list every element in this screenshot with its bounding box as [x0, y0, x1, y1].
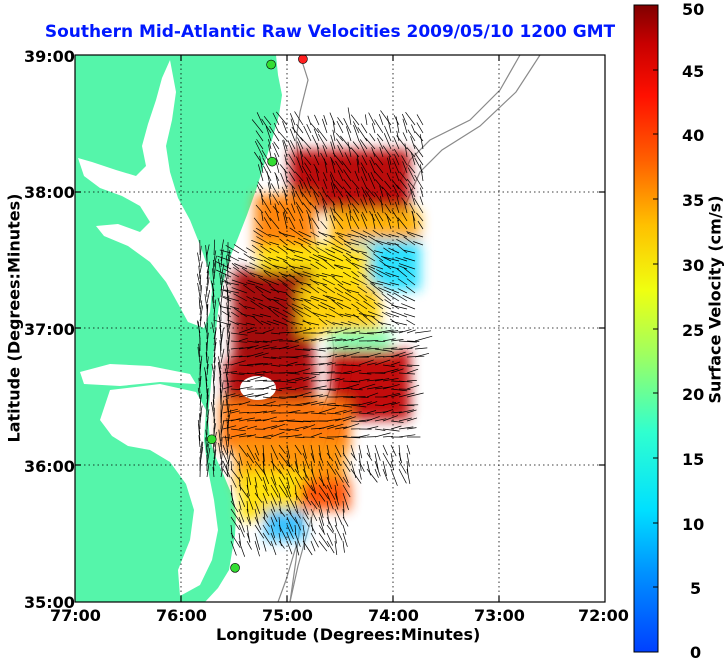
- x-tick-72: 72:00: [578, 606, 629, 625]
- colorbar-label: Surface Velocity (cm/s): [706, 185, 724, 415]
- station-marker: [267, 60, 276, 69]
- x-axis-title: Longitude (Degrees:Minutes): [216, 625, 480, 644]
- velocity-arrow: [214, 316, 215, 327]
- velocity-arrow: [239, 381, 250, 382]
- colorbar-tick-10: 10: [682, 515, 704, 534]
- colorbar-tick-30: 30: [682, 256, 704, 275]
- colorbar-tick-40: 40: [682, 126, 704, 145]
- y-tick-38: 38:00: [24, 183, 75, 202]
- colorbar-tick-15: 15: [682, 450, 704, 469]
- velocity-arrow: [228, 265, 229, 279]
- velocity-arrow: [200, 460, 201, 477]
- x-tick-73: 73:00: [474, 606, 525, 625]
- velocity-arrow: [335, 373, 351, 374]
- colorbar-tick-0: 0: [690, 643, 701, 662]
- y-tick-36: 36:00: [24, 457, 75, 476]
- velocity-arrow: [367, 333, 382, 334]
- y-axis-title: Latitude (Degrees:Minutes): [5, 213, 24, 443]
- x-tick-76: 76:00: [156, 606, 207, 625]
- station-marker: [298, 55, 307, 64]
- colorbar-tick-25: 25: [682, 321, 704, 340]
- colorbar-tick-50: 50: [682, 0, 704, 19]
- velocity-arrow: [375, 357, 384, 358]
- colorbar-tick-45: 45: [682, 62, 704, 81]
- y-tick-37: 37:00: [24, 320, 75, 339]
- colorbar-tick-5: 5: [690, 579, 701, 598]
- station-marker: [231, 563, 240, 572]
- colorbar-tick-35: 35: [682, 191, 704, 210]
- y-tick-39: 39:00: [24, 47, 75, 66]
- colorbar-tick-20: 20: [682, 385, 704, 404]
- station-marker: [207, 435, 216, 444]
- x-tick-75: 75:00: [262, 606, 313, 625]
- x-tick-77: 77:00: [50, 606, 101, 625]
- station-marker: [268, 157, 277, 166]
- x-tick-74: 74:00: [368, 606, 419, 625]
